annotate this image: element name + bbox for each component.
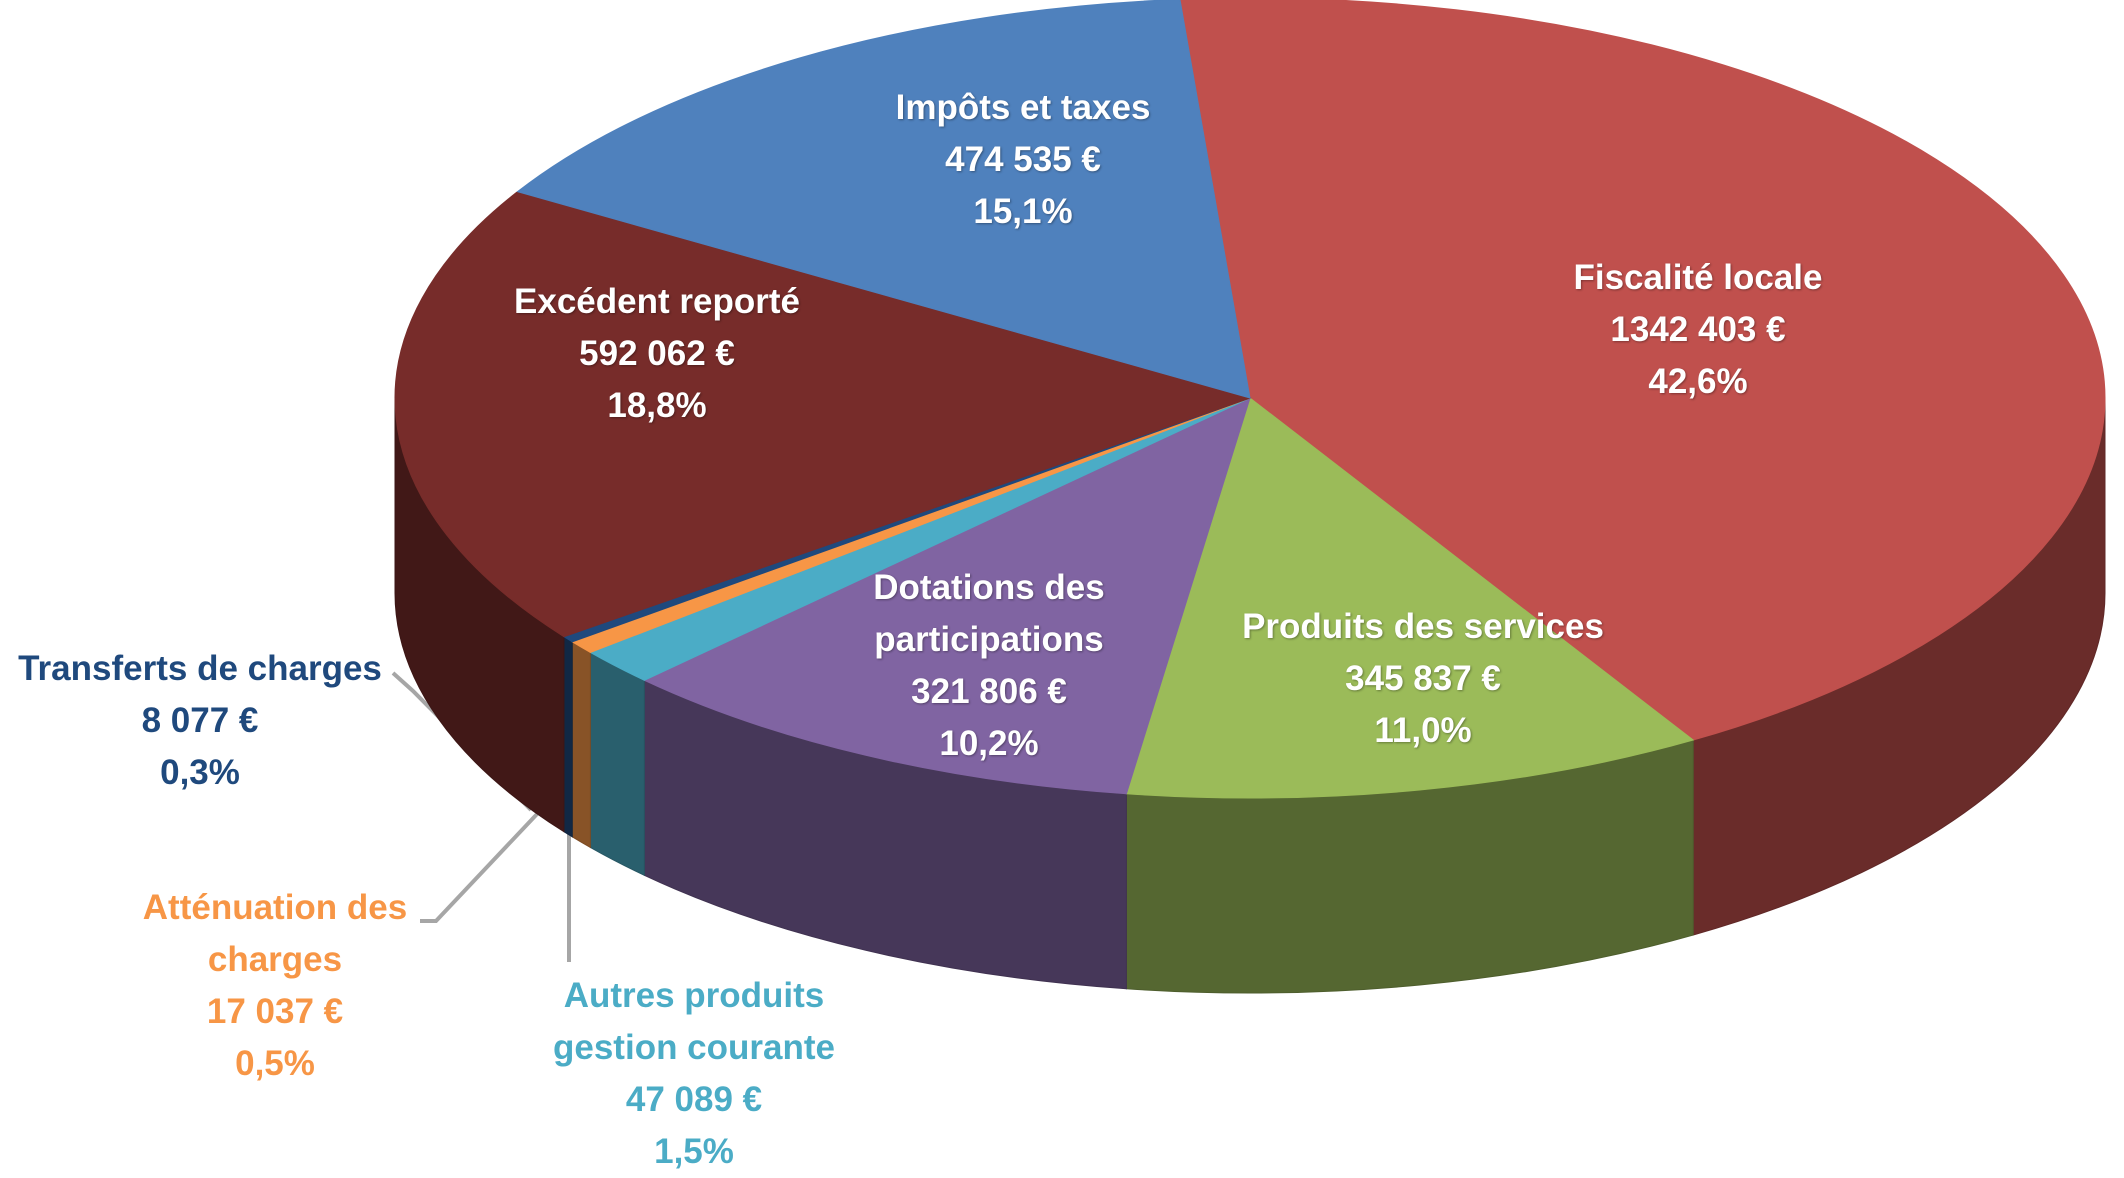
value-label: 345 837 € <box>1345 659 1501 698</box>
slice-label: Transferts de charges 8 077 € 0,3% <box>0 643 410 799</box>
slice-label: Excédent reporté 592 062 € 18,8% <box>447 276 867 432</box>
pie-slice <box>394 191 1252 638</box>
category-label: Fiscalité locale <box>1573 258 1823 297</box>
value-label: 1342 403 € <box>1610 310 1786 349</box>
pie-slice <box>643 397 1251 795</box>
pie-sides <box>394 397 2106 994</box>
percent-label: 11,0% <box>1374 711 1472 750</box>
percent-label: 10,2% <box>939 724 1039 763</box>
percent-label: 15,1% <box>973 192 1073 231</box>
value-label: 321 806 € <box>911 672 1067 711</box>
pie-top <box>394 0 2106 799</box>
category-label: Transferts de charges <box>18 649 382 688</box>
category-label: Dotations des participations <box>873 568 1105 659</box>
value-label: 592 062 € <box>579 334 735 373</box>
percent-label: 18,8% <box>607 386 707 425</box>
value-label: 474 535 € <box>945 140 1101 179</box>
slice-label: Impôts et taxes 474 535 € 15,1% <box>813 82 1233 238</box>
pie-slice <box>1125 397 1695 799</box>
slice-label: Fiscalité locale 1342 403 € 42,6% <box>1488 252 1908 408</box>
category-label: Autres produits gestion courante <box>553 976 835 1067</box>
percent-label: 0,3% <box>160 753 240 792</box>
pie-side <box>571 640 591 849</box>
pie-side <box>589 651 645 877</box>
pie-slice <box>516 0 1251 399</box>
percent-label: 0,5% <box>235 1044 315 1083</box>
value-label: 47 089 € <box>625 1080 763 1119</box>
percent-label: 1,5% <box>654 1132 734 1171</box>
slice-label: Dotations des participations 321 806 € 10,… <box>829 562 1149 770</box>
slice-label: Produits des services 345 837 € 11,0% <box>1213 601 1633 757</box>
slice-label: Atténuation des charges 17 037 € 0,5% <box>115 882 435 1090</box>
pie-slice <box>1179 0 2106 741</box>
value-label: 8 077 € <box>141 701 259 740</box>
category-label: Produits des services <box>1242 607 1604 646</box>
category-label: Impôts et taxes <box>895 88 1151 127</box>
category-label: Atténuation des charges <box>142 888 408 979</box>
value-label: 17 037 € <box>206 992 344 1031</box>
percent-label: 42,6% <box>1648 362 1748 401</box>
slice-label: Autres produits gestion courante 47 089 €… <box>524 970 864 1178</box>
category-label: Excédent reporté <box>514 282 800 321</box>
leader-line <box>420 811 540 923</box>
pie-side <box>563 635 573 838</box>
